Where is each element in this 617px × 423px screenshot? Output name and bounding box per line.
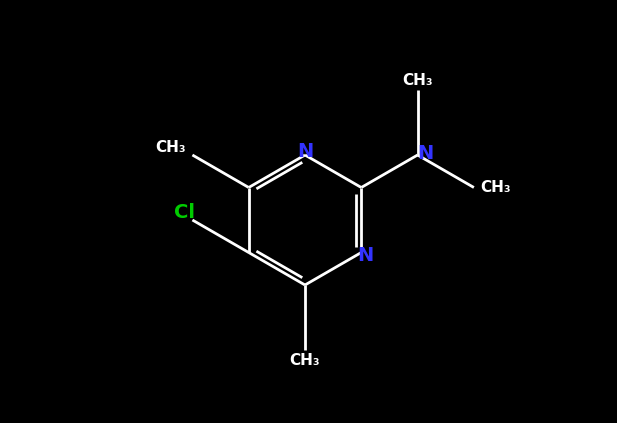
Text: N: N <box>418 143 434 162</box>
Text: CH₃: CH₃ <box>290 352 320 368</box>
Text: Cl: Cl <box>174 203 195 222</box>
Text: CH₃: CH₃ <box>481 180 511 195</box>
Text: N: N <box>357 246 373 265</box>
Text: CH₃: CH₃ <box>402 72 433 88</box>
Text: N: N <box>297 142 313 160</box>
Text: CH₃: CH₃ <box>155 140 186 154</box>
